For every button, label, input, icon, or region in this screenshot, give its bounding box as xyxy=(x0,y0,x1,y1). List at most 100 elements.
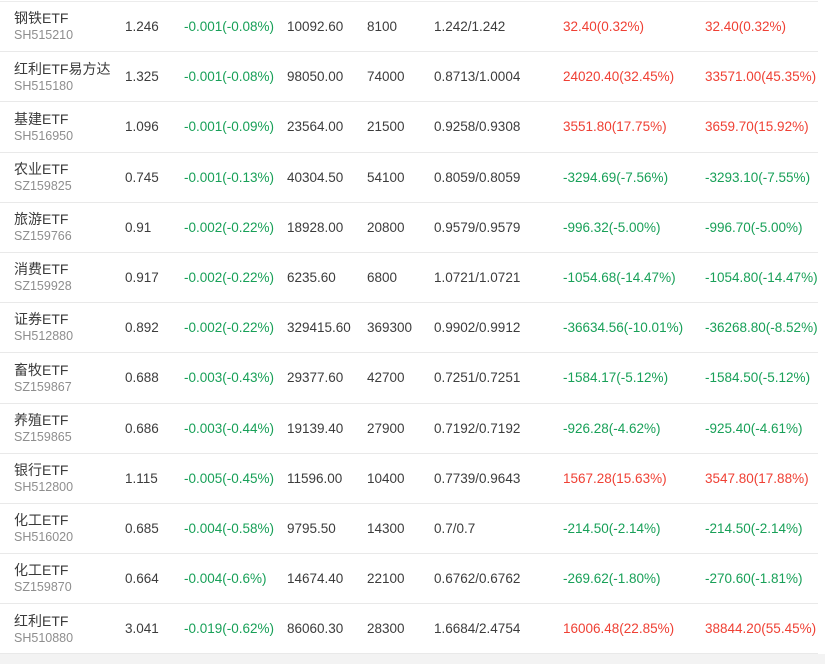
table-row[interactable]: 农业ETF SZ159825 0.745 -0.001(-0.13%) 4030… xyxy=(0,152,818,203)
table-row[interactable]: 银行ETF SH512800 1.115 -0.005(-0.45%) 1159… xyxy=(0,453,818,504)
etf-name: 红利ETF易方达 xyxy=(14,60,111,77)
price-cell: 0.917 xyxy=(125,270,159,286)
change-cell: -0.002(-0.22%) xyxy=(184,270,275,286)
etf-name: 农业ETF xyxy=(14,160,69,177)
profit-a-cell: 32.40(0.32%) xyxy=(563,19,645,35)
table-row[interactable]: 消费ETF SZ159928 0.917 -0.002(-0.22%) 6235… xyxy=(0,252,818,304)
table-row[interactable]: 养殖ETF SZ159865 0.686 -0.003(-0.44%) 1913… xyxy=(0,403,818,454)
etf-name: 红利ETF xyxy=(14,612,69,629)
volume-cell: 28300 xyxy=(367,621,405,637)
change-cell: -0.002(-0.22%) xyxy=(184,320,275,336)
etf-name-cell: 红利ETF SH510880 xyxy=(14,614,125,645)
profit-a-cell: -214.50(-2.14%) xyxy=(563,520,661,536)
etf-name: 化工ETF xyxy=(14,512,69,529)
change-cell: -0.005(-0.45%) xyxy=(184,470,275,486)
etf-table-body: 钢铁ETF SH515210 1.246 -0.001(-0.08%) 1009… xyxy=(0,2,818,655)
etf-name-cell: 旅游ETF SZ159766 xyxy=(14,212,125,243)
table-row[interactable]: 红利ETF SH510880 3.041 -0.019(-0.62%) 8606… xyxy=(0,604,818,655)
table-row[interactable]: 红利ETF易方达 SH515180 1.325 -0.001(-0.08%) 9… xyxy=(0,52,818,103)
price-cell: 1.115 xyxy=(125,470,158,486)
range-cell: 0.9579/0.9579 xyxy=(434,219,521,235)
volume-cell: 10400 xyxy=(367,470,405,486)
amount-cell: 23564.00 xyxy=(287,119,344,135)
volume-cell: 74000 xyxy=(367,69,405,85)
profit-b-cell: -996.70(-5.00%) xyxy=(705,219,803,235)
price-cell: 0.685 xyxy=(125,520,159,536)
price-cell: 1.325 xyxy=(125,69,159,85)
etf-name: 旅游ETF xyxy=(14,211,69,228)
profit-a-cell: -1584.17(-5.12%) xyxy=(563,370,669,386)
volume-cell: 6800 xyxy=(367,270,398,286)
profit-b-cell: -270.60(-1.81%) xyxy=(705,571,803,587)
profit-b-cell: -3293.10(-7.55%) xyxy=(705,169,811,185)
amount-cell: 9795.50 xyxy=(287,520,336,536)
price-cell: 3.041 xyxy=(125,621,159,637)
profit-a-cell: -3294.69(-7.56%) xyxy=(563,169,669,185)
price-cell: 0.686 xyxy=(125,420,159,436)
amount-cell: 10092.60 xyxy=(287,19,344,35)
profit-b-cell: 3547.80(17.88%) xyxy=(705,470,809,486)
amount-cell: 18928.00 xyxy=(287,219,344,235)
table-row[interactable]: 钢铁ETF SH515210 1.246 -0.001(-0.08%) 1009… xyxy=(0,2,818,53)
price-cell: 0.745 xyxy=(125,169,159,185)
profit-a-cell: 24020.40(32.45%) xyxy=(563,69,675,85)
profit-b-cell: 32.40(0.32%) xyxy=(705,19,787,35)
range-cell: 0.7739/0.9643 xyxy=(434,470,521,486)
etf-name-cell: 银行ETF SH512800 xyxy=(14,463,125,494)
etf-code: SZ159867 xyxy=(14,379,72,394)
etf-code: SZ159928 xyxy=(14,279,72,294)
profit-a-cell: 1567.28(15.63%) xyxy=(563,470,667,486)
profit-b-cell: -214.50(-2.14%) xyxy=(705,520,803,536)
table-row[interactable]: 化工ETF SZ159870 0.664 -0.004(-0.6%) 14674… xyxy=(0,554,818,605)
range-cell: 0.9258/0.9308 xyxy=(434,119,521,135)
change-cell: -0.003(-0.43%) xyxy=(184,370,275,386)
table-row[interactable]: 旅游ETF SZ159766 0.91 -0.002(-0.22%) 18928… xyxy=(0,202,818,253)
price-cell: 0.91 xyxy=(125,219,152,235)
amount-cell: 86060.30 xyxy=(287,621,344,637)
table-row[interactable]: 化工ETF SH516020 0.685 -0.004(-0.58%) 9795… xyxy=(0,503,818,555)
change-cell: -0.004(-0.58%) xyxy=(184,520,275,536)
table-row[interactable]: 基建ETF SH516950 1.096 -0.001(-0.09%) 2356… xyxy=(0,102,818,153)
etf-name-cell: 钢铁ETF SH515210 xyxy=(14,11,125,42)
etf-name-cell: 证券ETF SH512880 xyxy=(14,312,125,343)
profit-b-cell: -36268.80(-8.52%) xyxy=(705,320,818,336)
range-cell: 0.7251/0.7251 xyxy=(434,370,521,386)
range-cell: 0.7192/0.7192 xyxy=(434,420,521,436)
profit-a-cell: -269.62(-1.80%) xyxy=(563,571,661,587)
change-cell: -0.019(-0.62%) xyxy=(184,621,275,637)
etf-name: 畜牧ETF xyxy=(14,361,69,378)
profit-a-cell: -1054.68(-14.47%) xyxy=(563,270,676,286)
etf-name-cell: 化工ETF SH516020 xyxy=(14,513,125,544)
etf-name-cell: 农业ETF SZ159825 xyxy=(14,162,125,193)
profit-a-cell: 16006.48(22.85%) xyxy=(563,621,675,637)
etf-name-cell: 消费ETF SZ159928 xyxy=(14,262,125,293)
etf-code: SH515210 xyxy=(14,28,74,43)
etf-name-cell: 化工ETF SZ159870 xyxy=(14,563,125,594)
etf-code: SZ159825 xyxy=(14,178,72,193)
amount-cell: 40304.50 xyxy=(287,169,344,185)
price-cell: 0.664 xyxy=(125,571,159,587)
volume-cell: 42700 xyxy=(367,370,405,386)
profit-a-cell: 3551.80(17.75%) xyxy=(563,119,667,135)
etf-name: 养殖ETF xyxy=(14,411,69,428)
range-cell: 0.9902/0.9912 xyxy=(434,320,521,336)
table-row[interactable]: 畜牧ETF SZ159867 0.688 -0.003(-0.43%) 2937… xyxy=(0,353,818,404)
price-cell: 0.892 xyxy=(125,320,159,336)
price-cell: 1.246 xyxy=(125,19,159,35)
etf-code: SH516020 xyxy=(14,530,74,545)
etf-code: SZ159870 xyxy=(14,580,72,595)
table-row[interactable]: 证券ETF SH512880 0.892 -0.002(-0.22%) 3294… xyxy=(0,303,818,354)
etf-name: 基建ETF xyxy=(14,110,69,127)
change-cell: -0.001(-0.08%) xyxy=(184,69,275,85)
bottom-strip xyxy=(0,654,825,665)
etf-code: SZ159766 xyxy=(14,229,72,244)
range-cell: 1.242/1.242 xyxy=(434,19,506,35)
amount-cell: 329415.60 xyxy=(287,320,351,336)
etf-code: SH515180 xyxy=(14,78,74,93)
profit-b-cell: -925.40(-4.61%) xyxy=(705,420,803,436)
volume-cell: 54100 xyxy=(367,169,405,185)
profit-b-cell: 3659.70(15.92%) xyxy=(705,119,809,135)
etf-code: SH512800 xyxy=(14,480,74,495)
etf-name: 银行ETF xyxy=(14,462,69,479)
